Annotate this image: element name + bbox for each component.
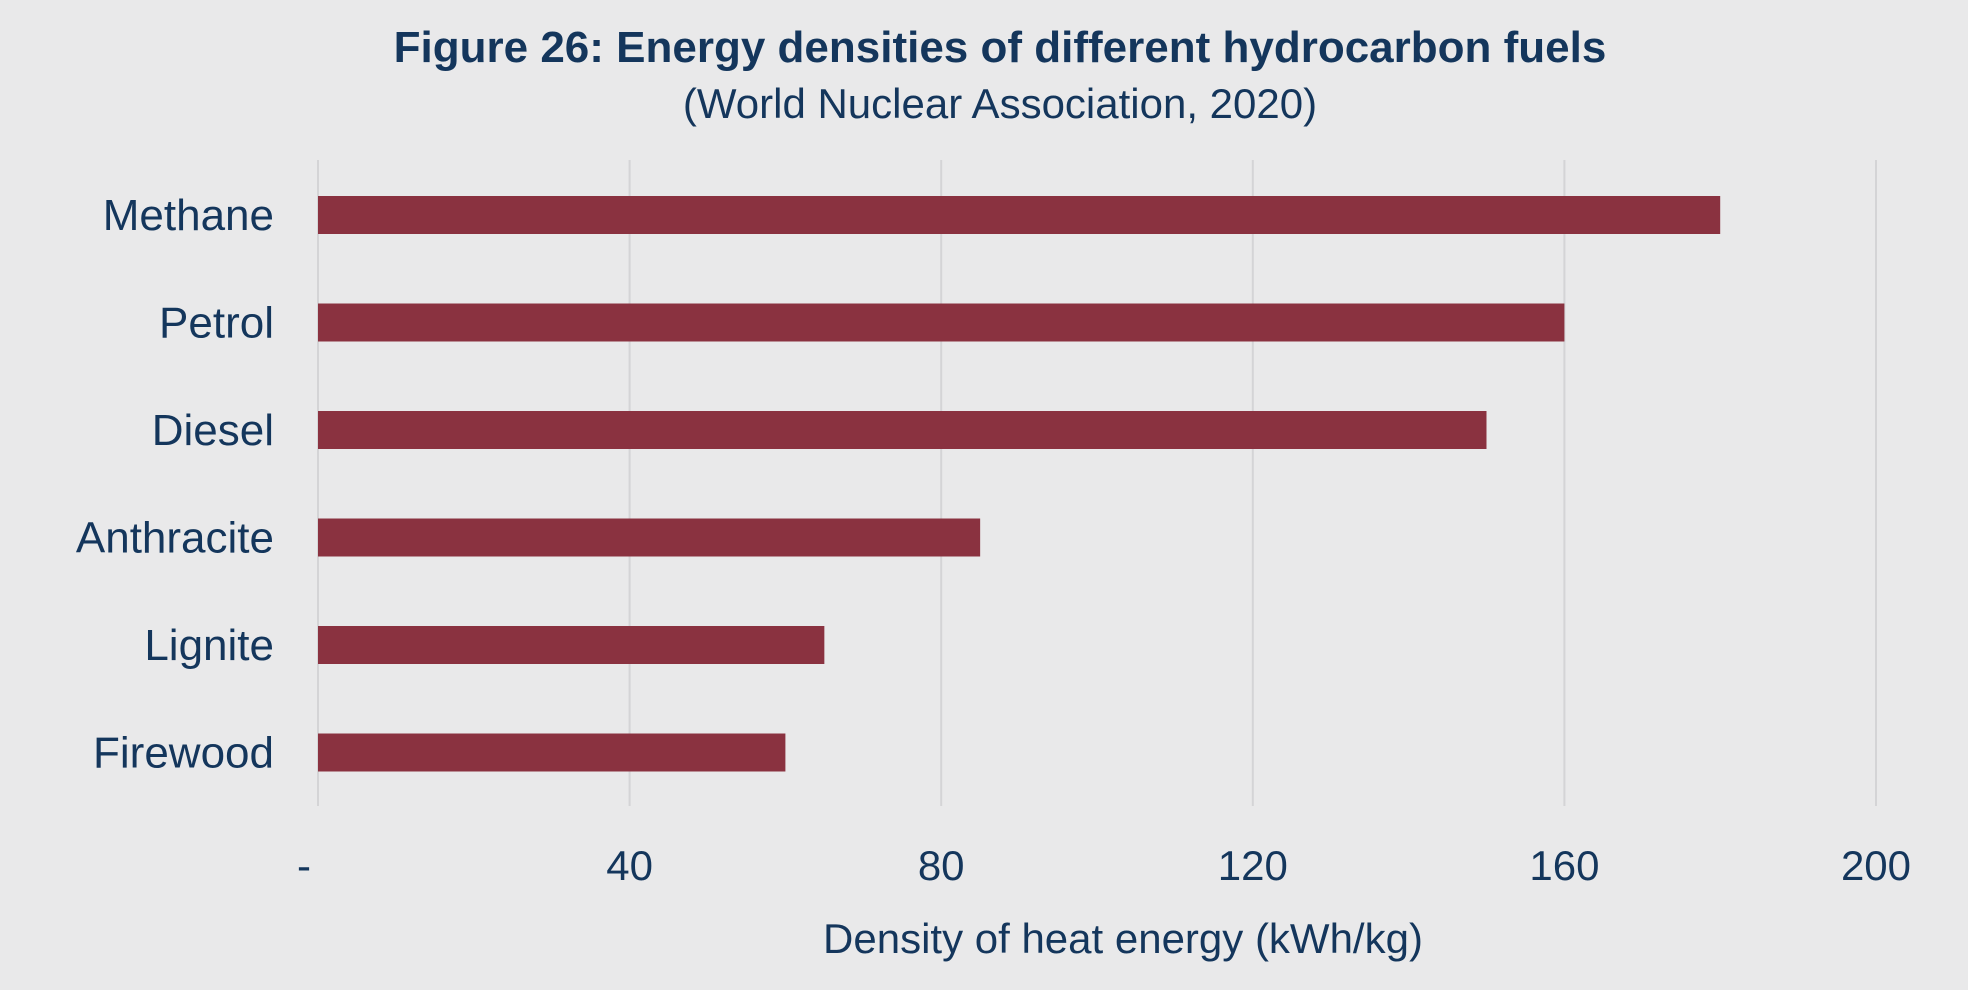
bar-anthracite	[318, 518, 981, 557]
x-tick-label: 160	[1529, 842, 1599, 889]
chart-subtitle: (World Nuclear Association, 2020)	[683, 80, 1317, 127]
category-label-diesel: Diesel	[152, 406, 274, 455]
x-tick-label: 40	[606, 842, 653, 889]
category-label-lignite: Lignite	[144, 621, 274, 670]
x-tick-label: 200	[1841, 842, 1911, 889]
bar-lignite	[318, 626, 825, 664]
bars	[318, 196, 1721, 772]
x-tick-label: 120	[1218, 842, 1288, 889]
bar-methane	[318, 196, 1721, 234]
category-label-methane: Methane	[103, 191, 274, 240]
gridlines	[317, 160, 1877, 806]
bar-diesel	[318, 411, 1487, 449]
category-label-firewood: Firewood	[93, 729, 274, 778]
category-labels: Methane Petrol Diesel Anthracite Lignite Fire…	[76, 191, 274, 778]
bar-firewood	[318, 733, 786, 772]
x-tick-labels: - 40 80 120 160 200	[297, 842, 1911, 889]
x-tick-label: 80	[918, 842, 965, 889]
category-label-petrol: Petrol	[159, 299, 274, 348]
bar-petrol	[318, 303, 1565, 342]
category-label-anthracite: Anthracite	[76, 514, 274, 563]
chart-title: Figure 26: Energy densities of different…	[394, 23, 1607, 72]
x-axis-title: Density of heat energy (kWh/kg)	[823, 915, 1423, 962]
x-tick-label: -	[297, 842, 311, 889]
